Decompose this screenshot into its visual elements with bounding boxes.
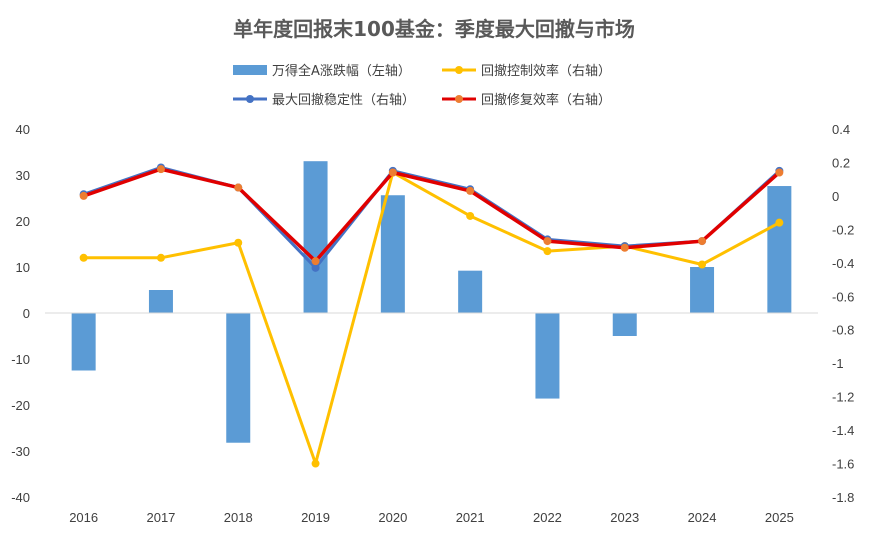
bar-2021	[458, 270, 483, 313]
point-repair-efficiency-2016	[79, 191, 88, 200]
point-control-efficiency-2016	[79, 253, 88, 262]
legend-marker-control	[455, 66, 463, 74]
point-repair-efficiency-2017	[156, 165, 165, 174]
x-tick-label: 2025	[765, 510, 794, 525]
left-y-tick-label: 30	[16, 168, 30, 183]
legend-label-bar: 万得全A涨跌幅（左轴）	[272, 63, 411, 79]
point-repair-efficiency-2021	[466, 186, 475, 195]
left-y-tick-label: 0	[23, 306, 30, 321]
right-y-tick-label: -0.4	[832, 256, 854, 271]
legend-label-repair: 回撤修复效率（右轴）	[481, 92, 611, 108]
bar-2023	[612, 313, 637, 336]
x-tick-label: 2022	[533, 510, 562, 525]
left-y-tick-label: -10	[11, 352, 30, 367]
x-tick-label: 2018	[224, 510, 253, 525]
line-repair-efficiency	[83, 167, 781, 263]
point-repair-efficiency-2022	[543, 237, 552, 246]
point-control-efficiency-2022	[543, 247, 552, 256]
left-y-tick-label: 10	[16, 260, 30, 275]
legend-item-control: 回撤控制效率（右轴）	[442, 63, 611, 79]
point-repair-efficiency-2018	[234, 183, 243, 192]
bar-2020	[380, 195, 405, 313]
legend-item-stability: 最大回撤稳定性（右轴）	[233, 92, 415, 108]
point-control-efficiency-2021	[466, 211, 475, 220]
right-y-tick-label: -1	[832, 356, 844, 371]
left-y-tick-label: -20	[11, 398, 30, 413]
right-y-axis: 0.4 0.2 0 -0.2 -0.4 -0.6 -0.8 -1 -1.2 -1.4 -1.6 -1.…	[832, 122, 854, 505]
right-y-tick-label: -0.8	[832, 323, 854, 338]
point-control-efficiency-2018	[234, 238, 243, 247]
point-repair-efficiency-2020	[388, 168, 397, 177]
right-y-tick-label: 0.2	[832, 155, 850, 170]
legend-swatch-bar	[233, 65, 267, 75]
point-repair-efficiency-2024	[698, 237, 707, 246]
x-tick-label: 2016	[69, 510, 98, 525]
right-y-tick-label: -1.2	[832, 390, 854, 405]
legend-item-bar: 万得全A涨跌幅（左轴）	[233, 63, 411, 79]
left-y-tick-label: 40	[16, 122, 30, 137]
point-control-efficiency-2017	[156, 253, 165, 262]
right-y-tick-label: 0	[832, 189, 839, 204]
left-y-axis: 40 30 20 10 0 -10 -20 -30 -40	[11, 122, 30, 505]
bar-2024	[690, 267, 715, 313]
bar-2019	[303, 161, 328, 313]
bar-series	[71, 161, 792, 443]
point-repair-efficiency-2023	[620, 243, 629, 252]
x-tick-label: 2019	[301, 510, 330, 525]
legend-marker-stability	[246, 95, 254, 103]
point-control-efficiency-2025	[775, 218, 784, 227]
bar-2017	[148, 290, 173, 313]
legend-label-control: 回撤控制效率（右轴）	[481, 63, 611, 79]
x-tick-label: 2017	[146, 510, 175, 525]
legend-item-repair: 回撤修复效率（右轴）	[442, 92, 611, 108]
legend: 万得全A涨跌幅（左轴） 回撤控制效率（右轴） 最大回撤稳定性（右轴） 回撤修复效…	[233, 63, 611, 108]
point-control-efficiency-2019	[311, 459, 320, 468]
x-tick-label: 2021	[456, 510, 485, 525]
point-repair-efficiency-2019	[311, 257, 320, 266]
right-y-tick-label: -0.6	[832, 289, 854, 304]
bar-2025	[767, 186, 792, 313]
bar-2018	[226, 313, 251, 443]
right-y-tick-label: 0.4	[832, 122, 850, 137]
right-y-tick-label: -1.6	[832, 457, 854, 472]
point-drawdown-stability-2019	[311, 263, 320, 272]
point-repair-efficiency-2025	[775, 168, 784, 177]
line-series	[79, 163, 784, 468]
point-control-efficiency-2024	[698, 260, 707, 269]
left-y-tick-label: -30	[11, 444, 30, 459]
bar-2022	[535, 313, 560, 399]
right-y-tick-label: -0.2	[832, 222, 854, 237]
legend-marker-repair	[455, 95, 463, 103]
right-y-tick-label: -1.4	[832, 423, 854, 438]
left-y-tick-label: -40	[11, 490, 30, 505]
x-tick-label: 2020	[378, 510, 407, 525]
chart-title: 单年度回报末100基金：季度最大回撤与市场	[233, 17, 635, 41]
x-tick-label: 2023	[610, 510, 639, 525]
line-control-efficiency	[83, 170, 781, 466]
bar-2016	[71, 313, 96, 371]
x-axis: 2016 2017 2018 2019 2020 2021 2022 2023 2024 2025	[69, 510, 794, 525]
right-y-tick-label: -1.8	[832, 490, 854, 505]
legend-label-stability: 最大回撤稳定性（右轴）	[272, 92, 415, 108]
x-tick-label: 2024	[688, 510, 717, 525]
left-y-tick-label: 20	[16, 214, 30, 229]
